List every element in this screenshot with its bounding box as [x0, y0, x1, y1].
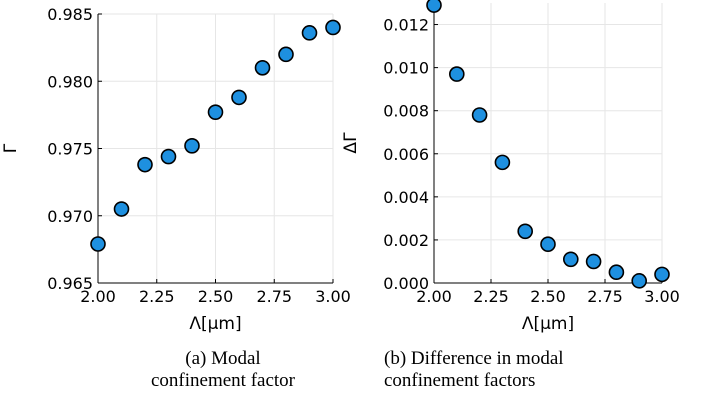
- chart-panel-a: 2.00 2.25 2.50 2.75 3.00 0.965 0.970 0.975 0.980…: [1, 5, 351, 334]
- data-point: [278, 46, 294, 63]
- y-tick-label: 0.006: [383, 145, 429, 164]
- data-point: [90, 236, 106, 252]
- data-point: [301, 25, 318, 41]
- y-tick-label: 0.008: [383, 102, 429, 121]
- y-tick-label: 0.965: [47, 274, 93, 293]
- y-tick-label: 0.975: [47, 140, 93, 159]
- y-tick-label: 0.980: [47, 72, 93, 91]
- data-point: [448, 66, 465, 82]
- figure-canvas: 2.00 2.25 2.50 2.75 3.00 0.965 0.970 0.975 0.980…: [1, 0, 680, 334]
- data-point: [426, 0, 442, 13]
- data-point: [494, 154, 511, 171]
- data-point: [184, 138, 200, 154]
- x-tick-label: 2.50: [198, 287, 234, 306]
- data-point: [160, 148, 177, 165]
- chart-panel-b: 2.00 2.25 2.50 2.75 3.00 0.000 0.002 0.004 0.006…: [341, 0, 680, 334]
- caption-b: (b) Difference in modal confinement fact…: [384, 348, 564, 391]
- data-point: [254, 60, 271, 76]
- data-point: [654, 266, 670, 283]
- x-tick-label: 2.25: [139, 287, 175, 306]
- data-point: [207, 104, 224, 120]
- x-tick-label: 2.75: [256, 287, 292, 306]
- x-tick-label: 2.25: [473, 287, 509, 306]
- x-tick-label: 3.00: [315, 287, 351, 306]
- x-axis-label: Λ[μm]: [522, 314, 574, 334]
- x-axis-label: Λ[μm]: [189, 314, 241, 334]
- data-point: [137, 156, 153, 173]
- data-point: [231, 89, 247, 106]
- y-tick-label: 0.985: [47, 5, 93, 24]
- y-axis-label: Γ: [1, 143, 21, 153]
- data-point: [562, 251, 579, 268]
- data-point: [517, 223, 534, 240]
- y-tick-label: 0.970: [47, 207, 93, 226]
- y-axis-label: ΔΓ: [341, 132, 361, 154]
- y-tick-label: 0.004: [383, 188, 429, 207]
- data-point: [608, 264, 625, 281]
- x-tick-label: 2.00: [80, 287, 116, 306]
- data-point: [631, 273, 648, 289]
- x-tick-label: 3.00: [644, 287, 680, 306]
- x-tick-label: 2.00: [416, 287, 452, 306]
- y-tick-label: 0.010: [383, 59, 429, 78]
- x-tick-label: 2.75: [587, 287, 623, 306]
- data-point: [585, 253, 602, 270]
- caption-a: (a) Modal confinement factor: [150, 348, 295, 391]
- y-tick-label: 0.012: [383, 16, 429, 35]
- data-point: [325, 19, 341, 36]
- data-point: [471, 107, 488, 123]
- data-point: [540, 236, 556, 253]
- data-point: [113, 201, 130, 217]
- y-tick-label: 0.002: [383, 231, 429, 250]
- x-tick-label: 2.50: [530, 287, 566, 306]
- y-tick-label: 0.000: [383, 274, 429, 293]
